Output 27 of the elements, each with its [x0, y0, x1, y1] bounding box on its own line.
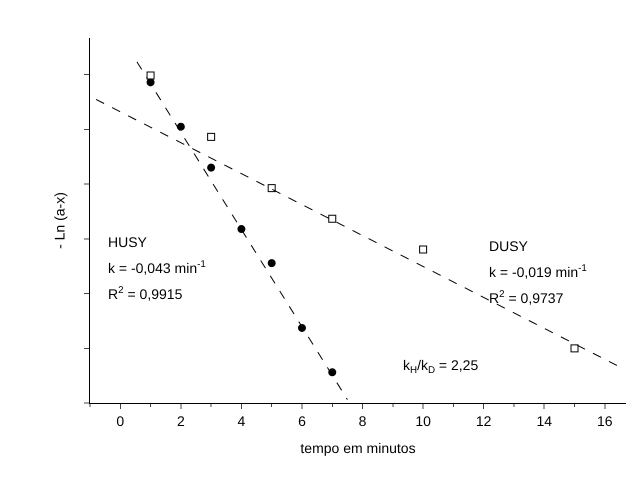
x-tick-label: 16: [597, 412, 613, 429]
x-tick-label: 10: [415, 412, 432, 429]
point: [570, 344, 579, 352]
annotation: DUSY: [489, 238, 529, 254]
x-axis-title: tempo em minutos: [300, 440, 416, 456]
point: [207, 164, 216, 172]
point: [419, 246, 428, 254]
point: [207, 132, 216, 141]
annotation: R$^{2}$ = 0,9915: [108, 285, 183, 302]
point: [237, 225, 246, 234]
annotation: k = -0,019 min$^{-1}$: [489, 263, 587, 280]
x-tick-label: 8: [358, 412, 367, 429]
point: [328, 214, 336, 223]
x-tick-label: 12: [476, 412, 492, 429]
point: [268, 259, 276, 268]
x-tick-label: 14: [536, 412, 552, 429]
x-tick-label: 0: [116, 412, 124, 429]
annotation: HUSY: [108, 234, 148, 250]
point: [268, 184, 276, 192]
annotation: k$_{H}$/k$_{D}$ = 2,25: [403, 357, 478, 376]
x-tick-label: 4: [238, 412, 246, 429]
annotation: R$^{2}$ = 0,9737: [489, 289, 564, 306]
annotation: k = -0,043 min$^{-1}$: [108, 259, 206, 276]
point: [146, 72, 155, 80]
y-axis-title: - Ln (a-x): [52, 192, 68, 249]
x-tick-label: 6: [298, 412, 306, 429]
x-tick-label: 2: [176, 412, 185, 429]
